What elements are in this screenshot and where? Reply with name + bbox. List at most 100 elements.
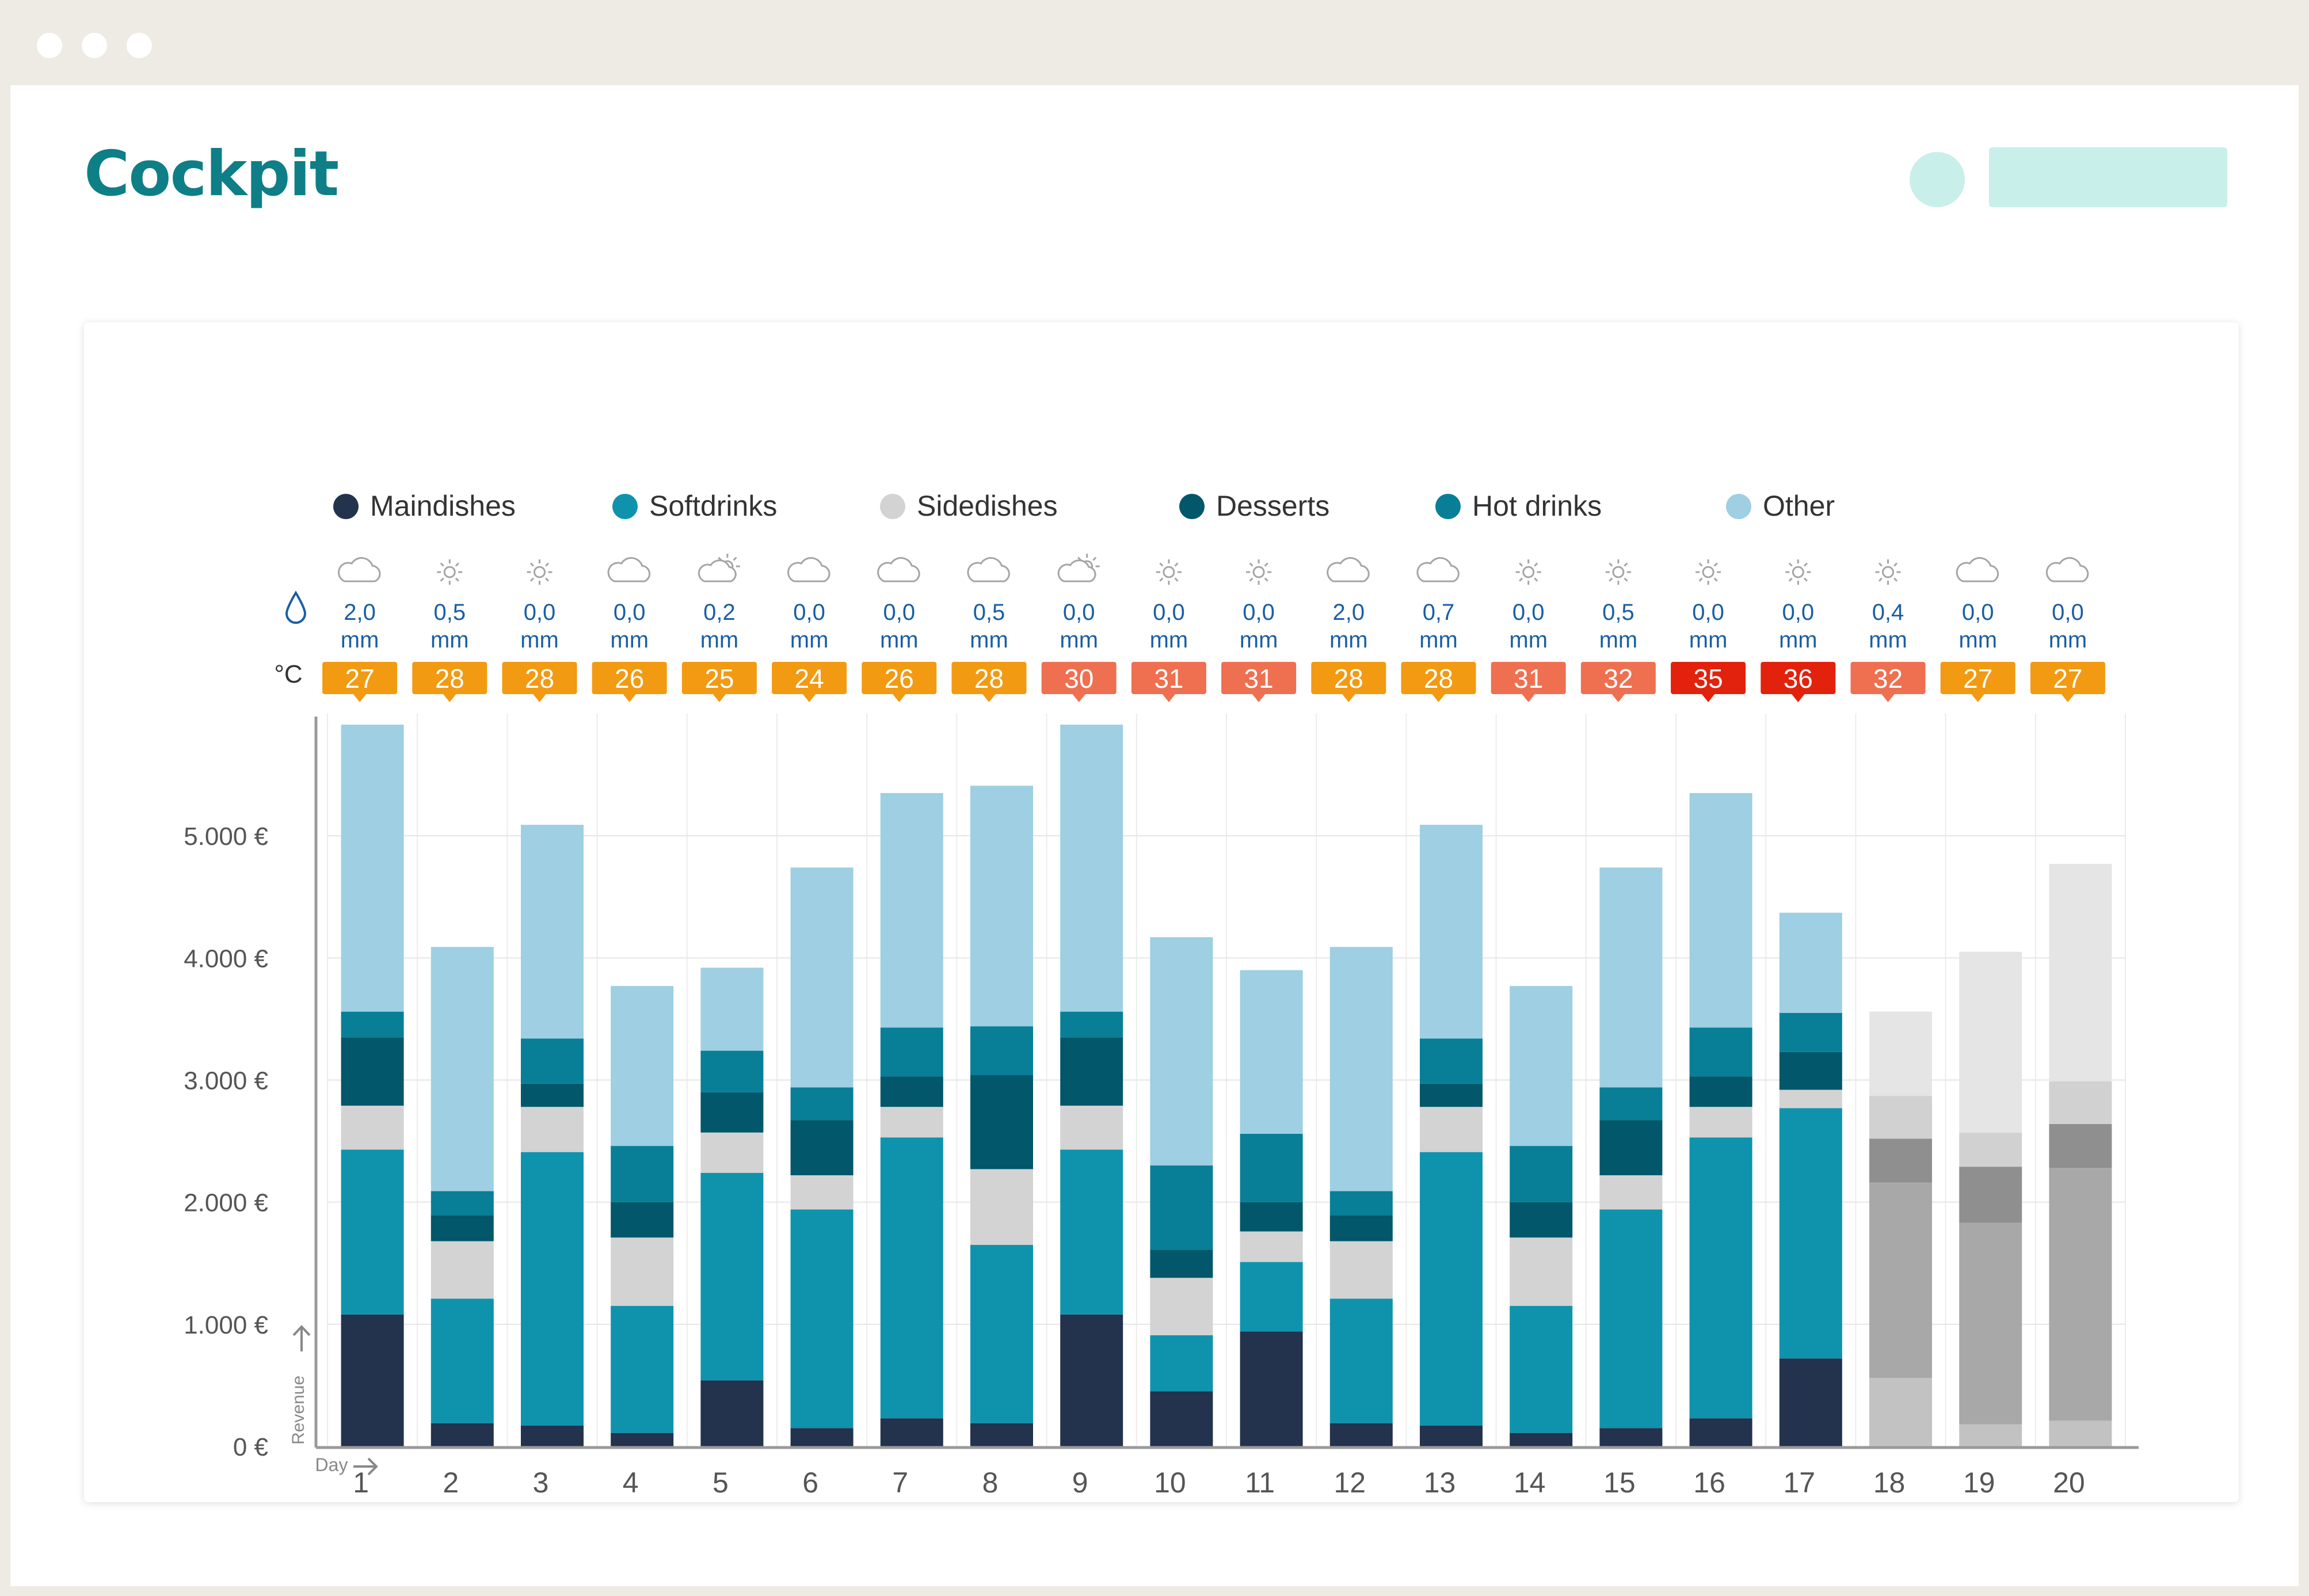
bar-segment[interactable] xyxy=(2049,1168,2112,1421)
bar-segment[interactable] xyxy=(970,786,1033,1027)
bar-segment[interactable] xyxy=(1240,1331,1303,1446)
bar-segment[interactable] xyxy=(1510,1237,1573,1306)
bar-segment[interactable] xyxy=(611,986,674,1146)
window-control-dot[interactable] xyxy=(37,33,62,58)
bar-segment[interactable] xyxy=(2049,1420,2112,1446)
bar-segment[interactable] xyxy=(1779,1358,1842,1446)
bar-segment[interactable] xyxy=(1150,1278,1213,1335)
bar-segment[interactable] xyxy=(1420,825,1483,1039)
bar-segment[interactable] xyxy=(1060,1106,1123,1150)
bar-segment[interactable] xyxy=(1329,1423,1393,1446)
bar-segment[interactable] xyxy=(611,1306,674,1433)
bar-segment[interactable] xyxy=(1779,1108,1842,1359)
bar-segment[interactable] xyxy=(1689,1027,1752,1077)
bar-segment[interactable] xyxy=(700,1092,764,1133)
bar-segment[interactable] xyxy=(611,1146,674,1202)
bar-segment[interactable] xyxy=(1329,1241,1393,1299)
bar-segment[interactable] xyxy=(430,1241,494,1299)
bar-segment[interactable] xyxy=(521,825,584,1039)
bar-segment[interactable] xyxy=(2049,1081,2112,1124)
bar-segment[interactable] xyxy=(1329,947,1393,1191)
bar-segment[interactable] xyxy=(521,1425,584,1446)
bar-segment[interactable] xyxy=(1329,1298,1393,1423)
bar-segment[interactable] xyxy=(1240,970,1303,1134)
bar-segment[interactable] xyxy=(880,793,943,1028)
bar-segment[interactable] xyxy=(790,1209,854,1429)
bar-segment[interactable] xyxy=(790,1120,854,1175)
bar-segment[interactable] xyxy=(1959,951,2022,1133)
bar-segment[interactable] xyxy=(790,867,854,1088)
bar-segment[interactable] xyxy=(341,1314,404,1446)
bar-segment[interactable] xyxy=(1060,1314,1123,1446)
bar-segment[interactable] xyxy=(341,1149,404,1315)
bar-segment[interactable] xyxy=(700,1050,764,1092)
bar-segment[interactable] xyxy=(2049,863,2112,1081)
bar-segment[interactable] xyxy=(1869,1096,1932,1139)
bar-segment[interactable] xyxy=(611,1202,674,1238)
bar-segment[interactable] xyxy=(700,1132,764,1173)
bar-segment[interactable] xyxy=(1869,1011,1932,1096)
bar-segment[interactable] xyxy=(1959,1424,2022,1446)
bar-segment[interactable] xyxy=(1150,1250,1213,1278)
bar-segment[interactable] xyxy=(1689,1076,1752,1107)
user-menu-placeholder[interactable] xyxy=(1989,147,2227,207)
bar-segment[interactable] xyxy=(1779,1090,1842,1109)
bar-segment[interactable] xyxy=(1599,1175,1663,1210)
bar-segment[interactable] xyxy=(1240,1133,1303,1202)
bar-segment[interactable] xyxy=(880,1027,943,1077)
bar-segment[interactable] xyxy=(1240,1231,1303,1262)
bar-segment[interactable] xyxy=(1510,1433,1573,1446)
bar-segment[interactable] xyxy=(430,1423,494,1446)
window-control-dot[interactable] xyxy=(127,33,152,58)
bar-segment[interactable] xyxy=(1599,1087,1663,1121)
bar-segment[interactable] xyxy=(970,1423,1033,1446)
bar-segment[interactable] xyxy=(521,1152,584,1426)
bar-segment[interactable] xyxy=(1599,867,1663,1088)
bar-segment[interactable] xyxy=(1779,1052,1842,1090)
bar-segment[interactable] xyxy=(880,1418,943,1446)
bar-segment[interactable] xyxy=(1420,1038,1483,1084)
bar-segment[interactable] xyxy=(700,1172,764,1381)
bar-segment[interactable] xyxy=(1959,1132,2022,1167)
bar-segment[interactable] xyxy=(1060,1037,1123,1106)
bar-segment[interactable] xyxy=(341,1037,404,1106)
bar-segment[interactable] xyxy=(1689,1107,1752,1138)
bar-segment[interactable] xyxy=(521,1107,584,1152)
bar-segment[interactable] xyxy=(1240,1202,1303,1232)
bar-segment[interactable] xyxy=(1329,1191,1393,1216)
bar-segment[interactable] xyxy=(1420,1152,1483,1426)
bar-segment[interactable] xyxy=(2049,1123,2112,1168)
bar-segment[interactable] xyxy=(1599,1120,1663,1175)
bar-segment[interactable] xyxy=(1329,1216,1393,1241)
bar-segment[interactable] xyxy=(430,1216,494,1241)
bar-segment[interactable] xyxy=(430,947,494,1191)
bar-segment[interactable] xyxy=(970,1075,1033,1170)
bar-segment[interactable] xyxy=(1510,986,1573,1146)
bar-segment[interactable] xyxy=(1510,1146,1573,1202)
avatar[interactable] xyxy=(1910,152,1965,207)
bar-segment[interactable] xyxy=(1150,1335,1213,1392)
bar-segment[interactable] xyxy=(1420,1083,1483,1107)
bar-segment[interactable] xyxy=(341,725,404,1012)
bar-segment[interactable] xyxy=(341,1106,404,1150)
bar-segment[interactable] xyxy=(521,1038,584,1084)
bar-segment[interactable] xyxy=(790,1087,854,1121)
bar-segment[interactable] xyxy=(1150,1391,1213,1446)
bar-segment[interactable] xyxy=(1779,912,1842,1013)
bar-segment[interactable] xyxy=(1869,1182,1932,1378)
bar-segment[interactable] xyxy=(1689,1137,1752,1419)
bar-segment[interactable] xyxy=(1420,1425,1483,1446)
bar-segment[interactable] xyxy=(1240,1262,1303,1332)
bar-segment[interactable] xyxy=(1599,1209,1663,1429)
bar-segment[interactable] xyxy=(1689,1418,1752,1446)
bar-segment[interactable] xyxy=(970,1169,1033,1245)
bar-segment[interactable] xyxy=(1959,1222,2022,1424)
bar-segment[interactable] xyxy=(1150,937,1213,1166)
bar-segment[interactable] xyxy=(970,1026,1033,1076)
bar-segment[interactable] xyxy=(880,1076,943,1107)
bar-segment[interactable] xyxy=(430,1191,494,1216)
bar-segment[interactable] xyxy=(1150,1165,1213,1250)
bar-segment[interactable] xyxy=(1689,793,1752,1028)
bar-segment[interactable] xyxy=(1060,1011,1123,1038)
bar-segment[interactable] xyxy=(700,1380,764,1446)
